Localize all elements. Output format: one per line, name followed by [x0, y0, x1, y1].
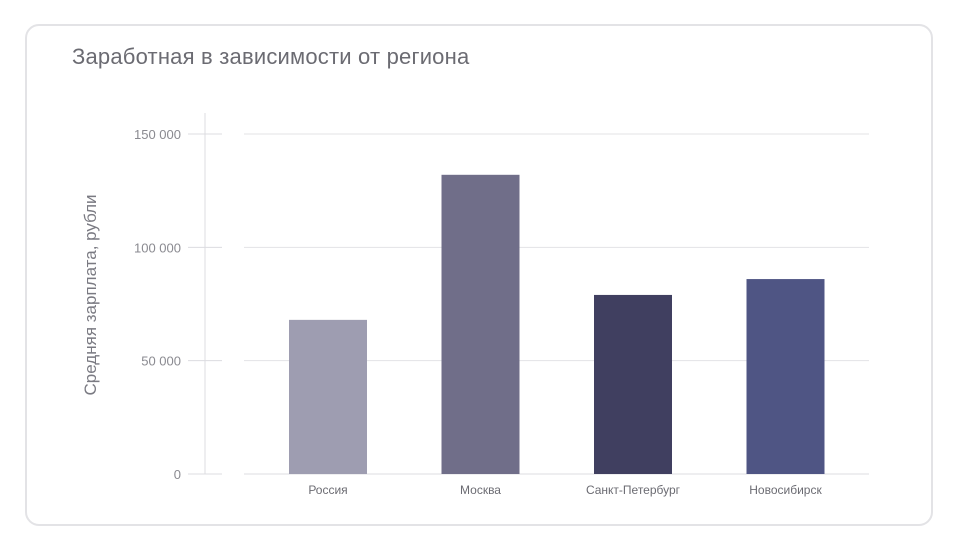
x-category-labels: Россия Москва Санкт-Петербург Новосибирск	[308, 483, 822, 497]
y-tick-label: 150 000	[134, 127, 181, 142]
bar-2	[441, 174, 520, 475]
chart-title: Заработная в зависимости от региона	[72, 44, 470, 69]
y-tick-label: 50 000	[141, 354, 181, 369]
x-category-label: Москва	[460, 483, 501, 497]
y-tick-label: 100 000	[134, 240, 181, 255]
y-tick-labels: 0 50 000 100 000 150 000	[134, 127, 181, 482]
bar-1	[289, 319, 367, 474]
x-category-label: Новосибирск	[749, 483, 822, 497]
bar-3	[594, 294, 672, 474]
chart-card	[25, 24, 933, 526]
x-category-label: Санкт-Петербург	[586, 483, 681, 497]
bar-4	[746, 279, 825, 474]
x-category-label: Россия	[308, 483, 347, 497]
bars	[289, 174, 825, 475]
y-tick-label: 0	[174, 467, 181, 482]
